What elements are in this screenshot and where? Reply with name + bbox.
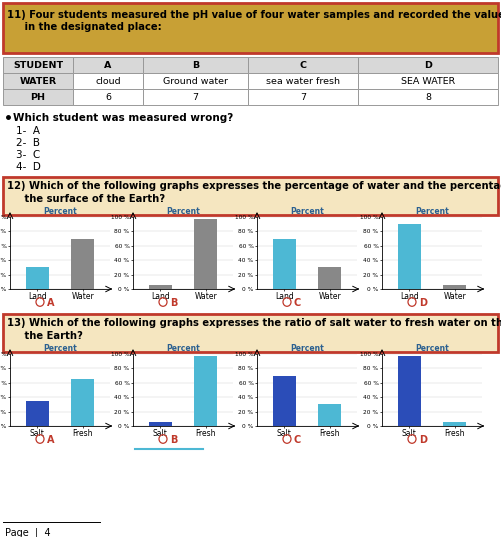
Text: B: B [170,435,177,445]
Bar [443,423,466,426]
Text: 7: 7 [300,92,306,101]
Text: PH: PH [31,92,46,101]
Bar [194,356,217,426]
Text: A: A [47,435,55,445]
Title: Percent: Percent [166,344,200,353]
Text: C: C [294,435,301,445]
Text: STUDENT: STUDENT [13,61,63,69]
Bar [3,57,73,73]
Bar [248,89,358,105]
Text: A: A [47,298,55,308]
Bar [3,3,498,53]
Text: 1-  A: 1- A [16,126,40,136]
Title: Percent: Percent [166,207,200,216]
Bar [358,73,498,89]
Title: Percent: Percent [43,207,77,216]
Text: sea water fresh: sea water fresh [266,76,340,85]
Text: SEA WATER: SEA WATER [401,76,455,85]
Bar [3,314,498,352]
Text: 2-  B: 2- B [16,138,40,148]
Title: Percent: Percent [415,344,449,353]
Text: B: B [170,298,177,308]
Bar [273,375,296,426]
Bar [398,224,421,289]
Bar [149,285,172,289]
Bar [443,285,466,289]
Text: 8: 8 [425,92,431,101]
Text: 7: 7 [192,92,198,101]
Text: Which student was measured wrong?: Which student was measured wrong? [13,113,233,123]
Text: C: C [300,61,307,69]
Text: the surface of the Earth?: the surface of the Earth? [7,194,165,204]
Text: 13) Which of the following graphs expresses the ratio of salt water to fresh wat: 13) Which of the following graphs expres… [7,318,501,328]
Text: 4-  D: 4- D [16,162,41,172]
Bar [143,89,248,105]
Bar [3,177,498,215]
Title: Percent: Percent [415,207,449,216]
Text: 12) Which of the following graphs expresses the percentage of water and the perc: 12) Which of the following graphs expres… [7,181,501,191]
Text: 6: 6 [105,92,111,101]
Text: Page  |  4: Page | 4 [5,527,51,537]
Bar [248,73,358,89]
Bar [3,73,73,89]
Title: Percent: Percent [290,207,324,216]
Text: Ground water: Ground water [163,76,228,85]
Text: in the designated place:: in the designated place: [7,22,162,32]
Bar [248,57,358,73]
Text: A: A [104,61,112,69]
Bar [273,238,296,289]
Bar [26,267,49,289]
Bar [318,267,341,289]
Bar [358,57,498,73]
Bar [3,89,73,105]
Bar [71,379,94,426]
Bar [73,57,143,73]
Text: WATER: WATER [20,76,57,85]
Text: 3-  C: 3- C [16,150,40,160]
Bar [71,238,94,289]
Text: cloud: cloud [95,76,121,85]
Bar [73,73,143,89]
Text: D: D [419,298,427,308]
Text: D: D [424,61,432,69]
Title: Percent: Percent [43,344,77,353]
Bar [149,423,172,426]
Title: Percent: Percent [290,344,324,353]
Text: B: B [192,61,199,69]
Bar [143,57,248,73]
Text: 11) Four students measured the pH value of four water samples and recorded the v: 11) Four students measured the pH value … [7,10,501,20]
Bar [26,401,49,426]
Bar [398,356,421,426]
Bar [318,404,341,426]
Text: D: D [419,435,427,445]
Text: C: C [294,298,301,308]
Bar [143,73,248,89]
Text: the Earth?: the Earth? [7,331,83,341]
Bar [358,89,498,105]
Bar [194,219,217,289]
Bar [73,89,143,105]
